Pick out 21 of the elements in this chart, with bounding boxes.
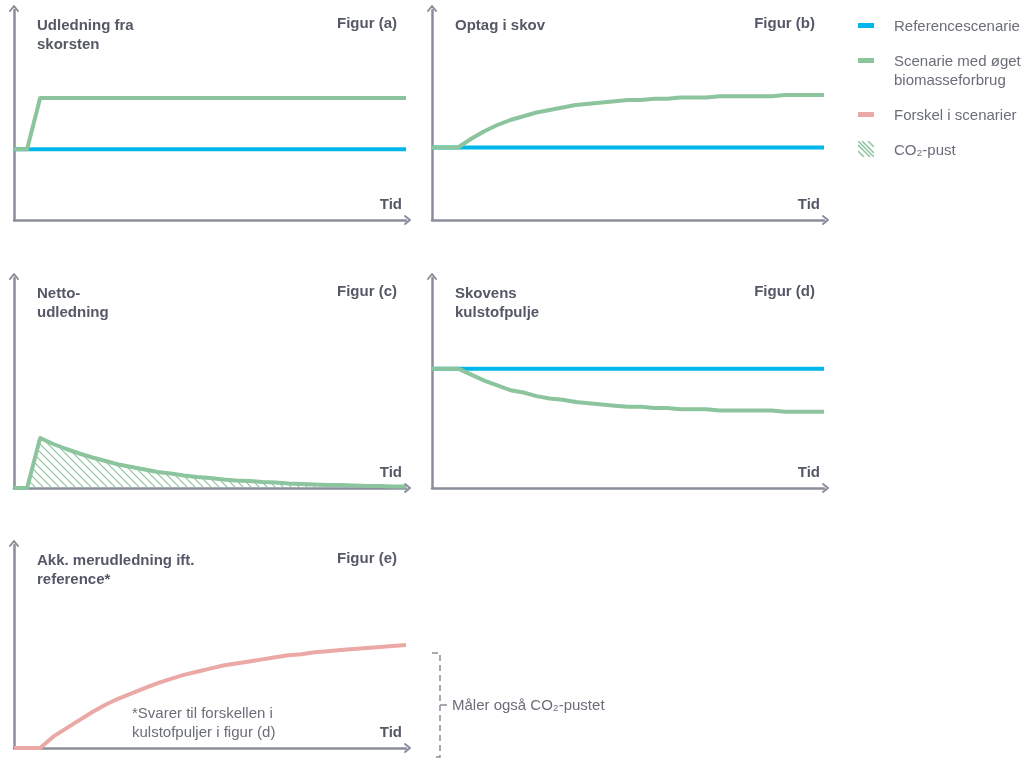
x-axis-title: Tid	[797, 195, 821, 212]
x-axis-title: Tid	[379, 463, 403, 480]
chart-title: Akk. merudledning ift. reference*	[37, 551, 195, 587]
chart-subtitle: Figur (a)	[337, 14, 398, 31]
chart-subtitle: Figur (b)	[754, 14, 816, 31]
text: Måler også CO₂-pustet	[452, 695, 605, 714]
x-axis-title: Tid	[797, 463, 821, 480]
legend-label: Scenarie med øget biomasseforbrug	[894, 51, 1022, 89]
chart-title: Netto- udledning	[37, 284, 109, 320]
chart-subtitle: Figur (c)	[337, 282, 398, 299]
chart-subtitle: Figur (d)	[754, 282, 816, 299]
chart-title: Optag i skov	[455, 16, 546, 33]
chart-title: Udledning fra skorsten	[37, 16, 135, 52]
x-axis-title: Tid	[379, 195, 403, 212]
x-axis-title: Tid	[379, 723, 403, 740]
legend-label: Referencescenarie	[894, 16, 1020, 35]
chart-subtitle: Figur (e)	[337, 549, 398, 566]
chart-title: Skovens kulstofpulje	[455, 284, 540, 320]
annotation: *Svarer til forskellen i kulstofpuljer i figur (d)	[132, 704, 276, 740]
legend-label: CO₂-pust	[894, 140, 956, 159]
legend-label: Forskel i scenarier	[894, 105, 1017, 124]
